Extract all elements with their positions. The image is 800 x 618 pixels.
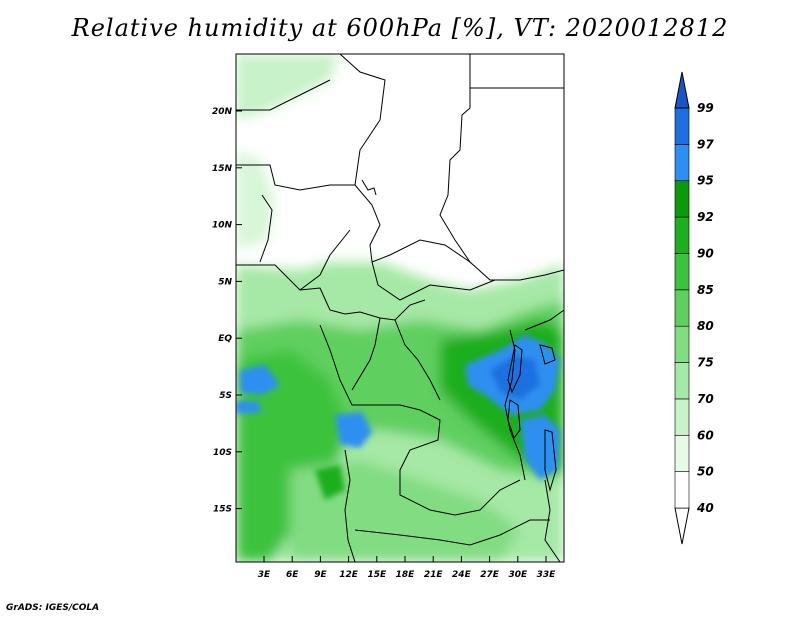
border-line (299, 229, 351, 291)
country-borders (236, 54, 564, 562)
colorbar-segment (674, 434, 690, 472)
high-humidity-east-core (490, 355, 540, 400)
lon-tick-label: 33E (537, 570, 557, 580)
colorbar-segment (674, 216, 690, 254)
lon-tick-label: 6E (286, 570, 299, 580)
colorbar: 40 50 60 70 75 80 85 90 92 95 97 99 (674, 71, 714, 545)
lat-tick-label: 5S (219, 391, 232, 401)
lon-tick-label: 18E (396, 570, 416, 580)
lat-tick-label: EQ (218, 334, 232, 344)
colorbar-label: 90 (697, 246, 714, 260)
colorbar-lower-extension (674, 507, 690, 545)
colorbar-segment (674, 107, 690, 145)
lat-tick-label: 20N (212, 107, 233, 117)
lon-tick-label: 21E (424, 570, 444, 580)
high-humidity-west2 (236, 400, 262, 414)
lat-tick-label: 5N (218, 277, 232, 287)
colorbar-label: 92 (697, 210, 714, 224)
coastline-inlet (361, 179, 377, 196)
humidity-region-nw-coast (236, 150, 275, 250)
lon-tick-label: 30E (508, 570, 528, 580)
humidity-region-west (236, 350, 350, 562)
border-line (524, 309, 564, 331)
lake-outline (507, 399, 521, 440)
border-line (371, 239, 471, 263)
colorbar-segment (674, 180, 690, 218)
colorbar-segment (674, 325, 690, 363)
lake-outline (539, 344, 556, 365)
border-line (236, 164, 381, 263)
border-line (236, 79, 331, 111)
lat-tick-label: 15N (212, 164, 233, 174)
colorbar-segment (674, 362, 690, 400)
lat-tick-label: 10N (212, 221, 233, 231)
colorbar-segment (674, 471, 690, 509)
colorbar-segment (674, 289, 690, 327)
lon-tick-label: 27E (480, 570, 500, 580)
colorbar-label: 85 (697, 283, 714, 297)
border-line (344, 449, 356, 562)
colorbar-label: 99 (697, 101, 714, 115)
humidity-region-nw (236, 54, 340, 120)
lake-outline (507, 344, 523, 394)
lake-outline (544, 429, 557, 492)
colorbar-segment (674, 398, 690, 436)
colorbar-label: 50 (697, 465, 714, 479)
border-line (371, 261, 496, 301)
border-line (351, 317, 381, 391)
credit-text: GrADS: IGES/COLA (6, 603, 100, 613)
lon-tick-label: 12E (339, 570, 359, 580)
border-line (259, 194, 273, 263)
lat-tick-label: 15S (213, 505, 232, 515)
map-frame (235, 53, 565, 563)
high-humidity-west (240, 365, 280, 395)
lat-tick-label: 10S (213, 448, 232, 458)
lon-tick-label: 9E (314, 570, 327, 580)
coastline (236, 264, 331, 311)
colorbar-upper-extension (674, 71, 690, 109)
border-line (394, 319, 441, 401)
border-line (354, 519, 550, 546)
lon-tick-label: 15E (367, 570, 387, 580)
colorbar-label: 95 (697, 174, 714, 188)
border-line (544, 479, 561, 562)
colorbar-segment (674, 253, 690, 291)
colorbar-label: 97 (697, 137, 714, 151)
map-title: Relative humidity at 600hPa [%], VT: 202… (71, 14, 729, 42)
border-line (504, 329, 526, 481)
lon-tick-label: 24E (452, 570, 472, 580)
colorbar-label: 75 (697, 356, 714, 370)
latitude-ticks: 20N 15N 10N 5N EQ 5S 10S 15S (212, 107, 242, 515)
colorbar-label: 40 (696, 501, 714, 515)
high-humidity-center (335, 412, 372, 448)
colorbar-label: 70 (697, 392, 714, 406)
border-line (339, 54, 386, 186)
longitude-ticks: 3E 6E 9E 12E 15E 18E 21E 24E 27E 30E 33E (258, 556, 556, 580)
humid-patch-south (315, 465, 345, 500)
colorbar-label: 60 (697, 428, 714, 442)
colorbar-segment (674, 144, 690, 182)
border-line (439, 54, 564, 281)
colorbar-label: 80 (697, 319, 714, 333)
border-line (319, 324, 521, 516)
lon-tick-label: 3E (258, 570, 271, 580)
